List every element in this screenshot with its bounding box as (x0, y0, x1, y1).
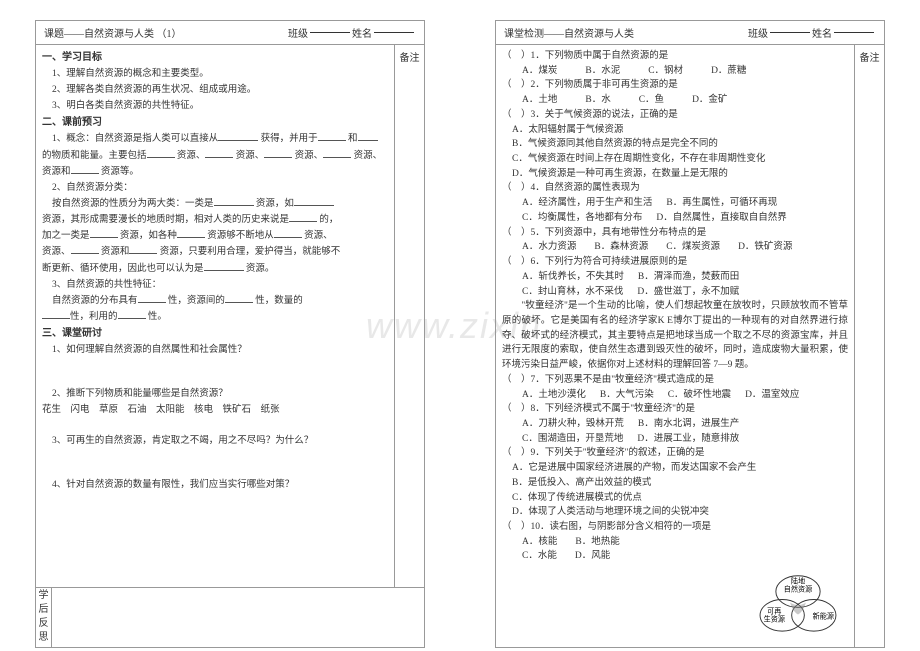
class-label: 班级 (288, 25, 308, 40)
q8: （ ）8．下列经济模式不属于"牧童经济"的是 (502, 402, 848, 417)
page-right: 课堂检测——自然资源与人类 班级 姓名 （ ）1．下列物质中属于自然资源的是 A… (495, 20, 885, 648)
svg-text:生资源: 生资源 (764, 614, 785, 623)
footer-label: 学后反思 (36, 588, 52, 647)
svg-text:自然资源: 自然资源 (784, 584, 812, 593)
q9c: C．体现了传统进展模式的优点 (502, 491, 848, 506)
q9a: A．它是进展中国家经济进展的产物，而发达国家不会产生 (502, 461, 848, 476)
venn-diagram: 陆地 自然资源 可再 生资源 新能源 (748, 571, 848, 639)
s3-q4: 4、针对自然资源的数量有限性，我们应当实行哪些对策？ (42, 477, 388, 493)
page-left: 课题——自然资源与人类 （1） 班级 姓名 一、学习目标 1、理解自然资源的概念… (35, 20, 425, 648)
section1-title: 一、学习目标 (42, 49, 388, 66)
pages-container: 课题——自然资源与人类 （1） 班级 姓名 一、学习目标 1、理解自然资源的概念… (0, 20, 920, 648)
remark-label: 备注 (400, 53, 420, 64)
class-blank[interactable] (310, 32, 350, 33)
s1-line2: 2、理解各类自然资源的再生状况、组成或用途。 (42, 82, 388, 98)
q1: （ ）1．下列物质中属于自然资源的是 (502, 49, 848, 64)
page2-title: 课堂检测——自然资源与人类 (504, 25, 634, 40)
s2-line4: 按自然资源的性质分为两大类：一类是 资源，如 (42, 196, 388, 212)
q7: （ ）7．下列恶果不是由"牧童经济"模式造成的是 (502, 373, 848, 388)
name-blank[interactable] (374, 32, 414, 33)
s2-line4t: 2、自然资源分类： (42, 180, 388, 196)
page1-title: 课题——自然资源与人类 （1） (44, 25, 182, 40)
s3-q2-items: 花生 闪电 草原 石油 太阳能 核电 铁矿石 纸张 (42, 402, 388, 418)
passage: "牧童经济"是一个生动的比喻，使人们想起牧童在放牧时，只顾放牧而不管草原的破坏。… (502, 299, 848, 373)
name-label: 姓名 (352, 25, 372, 40)
page1-content: 一、学习目标 1、理解自然资源的概念和主要类型。 2、理解各类自然资源的再生状况… (36, 45, 394, 587)
s2-line2: 的物质和能量。主要包括 资源、 资源、 资源、 资源、 (42, 148, 388, 164)
q4: （ ）4．自然资源的属性表现为 (502, 181, 848, 196)
class-blank[interactable] (770, 32, 810, 33)
venn-label-3: 新能源 (813, 611, 834, 620)
q3c: C．气候资源在时间上存在周期性变化，不存在非周期性变化 (502, 152, 848, 167)
class-label: 班级 (748, 25, 768, 40)
s2-line1: 1、概念：自然资源是指人类可以直接从 获得，并用于 和 (42, 131, 388, 147)
page2-content: （ ）1．下列物质中属于自然资源的是 A．煤炭B．水泥C．钢材D．蔗糖 （ ）2… (496, 45, 854, 647)
s3-q3: 3、可再生的自然资源，肯定取之不竭，用之不尽吗？为什么？ (42, 433, 388, 449)
page1-footer: 学后反思 (36, 587, 424, 647)
page1-header: 课题——自然资源与人类 （1） 班级 姓名 (36, 21, 424, 45)
section3-title: 三、课堂研讨 (42, 325, 388, 342)
s1-line3: 3、明白各类自然资源的共性特征。 (42, 98, 388, 114)
q9b: B．是低投入、高产出效益的模式 (502, 476, 848, 491)
remark-label: 备注 (860, 53, 880, 64)
q9d: D．体现了人类活动与地理环境之间的尖锐冲突 (502, 505, 848, 520)
q9: （ ）9．下列关于"牧童经济"的叙述，正确的是 (502, 446, 848, 461)
q6: （ ）6．下列行为符合可持续进展原则的是 (502, 255, 848, 270)
s2-line10: 自然资源的分布具有 性，资源间的 性，数量的 (42, 293, 388, 309)
s2-line7: 资源、 资源和 资源，只要利用合理，爱护得当，就能够不 (42, 244, 388, 260)
s2-line8: 断更新、循环使用，因此也可以认为是 资源。 (42, 261, 388, 277)
s2-line5: 资源，其形成需要漫长的地质时期，相对人类的历史来说是 的， (42, 212, 388, 228)
s2-line11: 性，利用的 性。 (42, 309, 388, 325)
q3b: B．气候资源同其他自然资源的特点是完全不同的 (502, 137, 848, 152)
q3d: D．气候资源是一种可再生资源，在数量上是无限的 (502, 167, 848, 182)
name-blank[interactable] (834, 32, 874, 33)
page2-header: 课堂检测——自然资源与人类 班级 姓名 (496, 21, 884, 45)
q3a: A．太阳辐射属于气候资源 (502, 123, 848, 138)
q3: （ ）3．关于气候资源的说法，正确的是 (502, 108, 848, 123)
s2-line6: 加之一类是 资源，如各种 资源够不断地从 资源、 (42, 228, 388, 244)
venn-label-1: 陆地 (791, 576, 805, 585)
s1-line1: 1、理解自然资源的概念和主要类型。 (42, 66, 388, 82)
page1-remark-col: 备注 (394, 45, 424, 587)
page2-remark-col: 备注 (854, 45, 884, 647)
q10: （ ）10．读右图，与阴影部分含义相符的一项是 (502, 520, 848, 535)
venn-label-2: 可再 (767, 608, 781, 616)
s3-q2: 2、推断下列物质和能量哪些是自然资源？ (42, 386, 388, 402)
s2-line9: 3、自然资源的共性特征： (42, 277, 388, 293)
s3-q1: 1、如何理解自然资源的自然属性和社会属性？ (42, 342, 388, 358)
s2-line3: 资源和 资源等。 (42, 164, 388, 180)
q5: （ ）5．下列资源中，具有地带性分布特点的是 (502, 226, 848, 241)
q2: （ ）2．下列物质属于非可再生资源的是 (502, 78, 848, 93)
name-label: 姓名 (812, 25, 832, 40)
section2-title: 二、课前预习 (42, 114, 388, 131)
